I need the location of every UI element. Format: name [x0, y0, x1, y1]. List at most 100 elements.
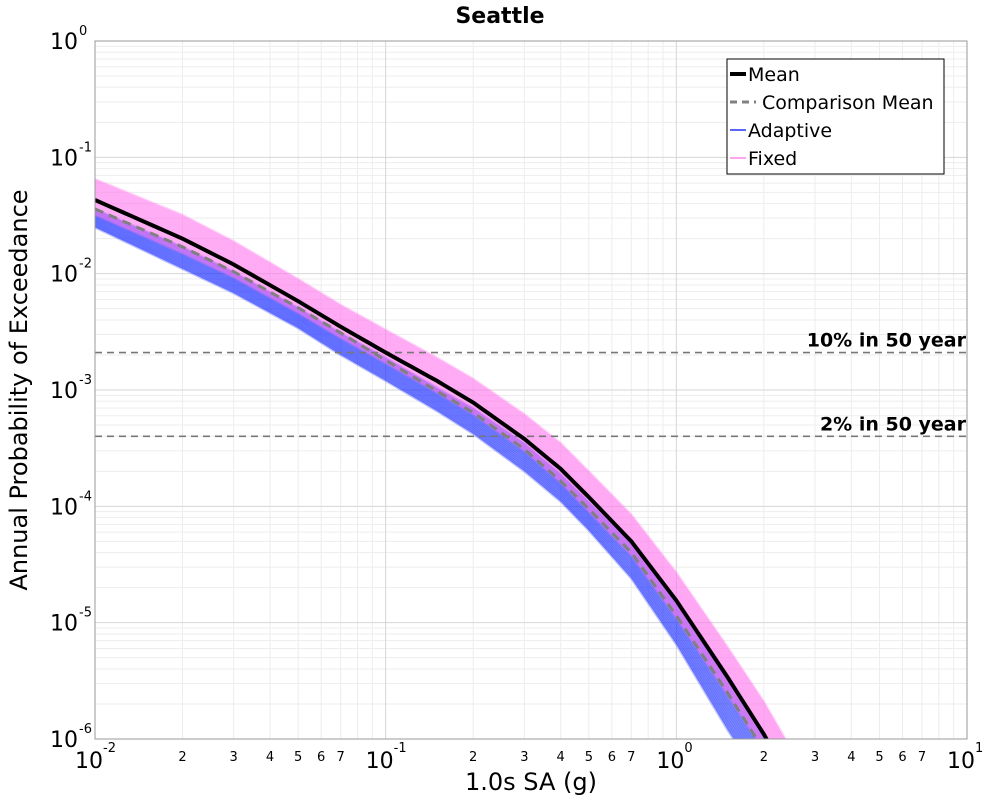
band-curve-adaptive	[95, 211, 762, 739]
legend-label: Fixed	[748, 148, 797, 170]
x-minor-tick-label: 4	[557, 750, 565, 765]
x-minor-tick-label: 5	[875, 750, 883, 765]
x-minor-tick-label: 2	[178, 750, 186, 765]
band-curve-fixed	[95, 190, 777, 739]
chart-title: Seattle	[455, 4, 544, 29]
x-minor-tick-label: 3	[230, 750, 238, 765]
y-major-tick-label: 10 -6	[50, 722, 92, 753]
x-minor-tick-label: 2	[469, 750, 477, 765]
band-curve-adaptive	[95, 226, 736, 739]
tick-exponent: -2	[103, 741, 116, 756]
tick-exponent: -2	[79, 257, 92, 272]
band-curve-adaptive	[95, 210, 764, 739]
x-major-tick-label: 10-2	[75, 741, 116, 774]
legend-entry: Fixed	[730, 148, 797, 170]
band-curve-fixed	[95, 195, 773, 739]
band-curve-adaptive	[95, 224, 738, 739]
tick-base: 10	[50, 612, 78, 637]
x-major-tick-label: 101	[947, 741, 983, 774]
mean-lines	[95, 198, 769, 739]
y-major-tick-label: 10 -3	[50, 373, 92, 404]
band-curve-adaptive	[95, 215, 754, 739]
series-line-mean	[95, 198, 769, 739]
tick-exponent: -1	[79, 140, 92, 155]
x-minor-tick-label: 7	[337, 750, 345, 765]
x-minor-tick-label: 5	[294, 750, 302, 765]
band-curve-fixed	[95, 185, 781, 739]
legend-entry: Mean	[730, 64, 800, 86]
band-curve-adaptive	[95, 218, 750, 739]
reference-line-label: 2% in 50 year	[820, 413, 967, 435]
y-axis-title: Annual Probability of Exceedance	[5, 189, 33, 590]
reference-line-label: 10% in 50 year	[807, 330, 967, 352]
tick-exponent: -5	[79, 606, 92, 621]
legend-label: Adaptive	[748, 120, 832, 142]
tick-base: 10	[50, 263, 78, 288]
x-minor-tick-label: 7	[627, 750, 635, 765]
tick-base: 10	[50, 30, 78, 55]
band-curve-adaptive	[95, 220, 745, 739]
tick-exponent: -4	[79, 489, 92, 504]
band-curve-fixed	[95, 177, 787, 739]
tick-base: 10	[947, 749, 975, 774]
band-fill-fixed	[95, 179, 786, 739]
band-curve-adaptive	[95, 217, 752, 739]
legend-entry: Comparison Mean	[730, 92, 934, 114]
band-curve-fixed	[95, 183, 783, 739]
y-major-tick-label: 10 0	[50, 24, 87, 55]
x-minor-tick-label: 5	[585, 750, 593, 765]
grid	[94, 40, 968, 740]
tick-base: 10	[50, 728, 78, 753]
band-curve-fixed	[95, 211, 761, 739]
x-minor-tick-label: 7	[918, 750, 926, 765]
tick-exponent: -1	[394, 741, 407, 756]
band-curve-adaptive	[95, 223, 740, 739]
x-minor-tick-label: 6	[317, 750, 325, 765]
y-major-tick-label: 10 -1	[50, 140, 92, 171]
tick-base: 10	[50, 146, 78, 171]
band-curve-fixed	[95, 208, 763, 739]
tick-base: 10	[50, 495, 78, 520]
band-curve-fixed	[95, 193, 775, 739]
x-minor-tick-label: 6	[898, 750, 906, 765]
x-axis-title: 1.0s SA (g)	[465, 768, 597, 796]
legend-label: Comparison Mean	[762, 92, 934, 114]
x-minor-tick-label: 3	[520, 750, 528, 765]
band-curve-fixed	[95, 188, 779, 739]
band-curve-adaptive	[95, 222, 743, 739]
tick-exponent: 0	[79, 24, 87, 39]
reference-lines: 10% in 50 year 2% in 50 year	[95, 330, 967, 438]
plot-frame	[94, 40, 968, 740]
x-major-tick-label: 100	[656, 741, 692, 774]
legend-box	[726, 58, 945, 175]
legend-entry: Adaptive	[730, 120, 832, 142]
tick-base: 10	[656, 749, 684, 774]
band-curve-adaptive	[95, 214, 757, 739]
band-curve-fixed	[95, 206, 765, 739]
series-line-comparison-mean	[95, 207, 759, 739]
y-major-tick-label: 10 -5	[50, 606, 92, 637]
legend-label: Mean	[748, 64, 800, 86]
legend: Mean Comparison Mean Adaptive Fixed	[726, 58, 945, 175]
y-major-tick-label: 10 -2	[50, 257, 92, 288]
band-curve-adaptive	[95, 209, 766, 739]
x-minor-tick-label: 4	[266, 750, 274, 765]
x-minor-tick-label: 6	[608, 750, 616, 765]
tick-base: 10	[75, 749, 103, 774]
tick-base: 10	[366, 749, 394, 774]
tick-exponent: 1	[975, 741, 983, 756]
tick-base: 10	[50, 379, 78, 404]
x-minor-tick-label: 2	[760, 750, 768, 765]
band-curve-adaptive	[95, 219, 747, 739]
tick-exponent: 0	[684, 741, 692, 756]
x-major-tick-label: 10-1	[366, 741, 407, 774]
tick-exponent: -6	[79, 722, 92, 737]
x-minor-tick-label: 4	[847, 750, 855, 765]
x-minor-tick-label: 3	[811, 750, 819, 765]
y-major-tick-label: 10 -4	[50, 489, 92, 520]
band-curve-fixed	[95, 180, 785, 739]
tick-exponent: -3	[79, 373, 92, 388]
